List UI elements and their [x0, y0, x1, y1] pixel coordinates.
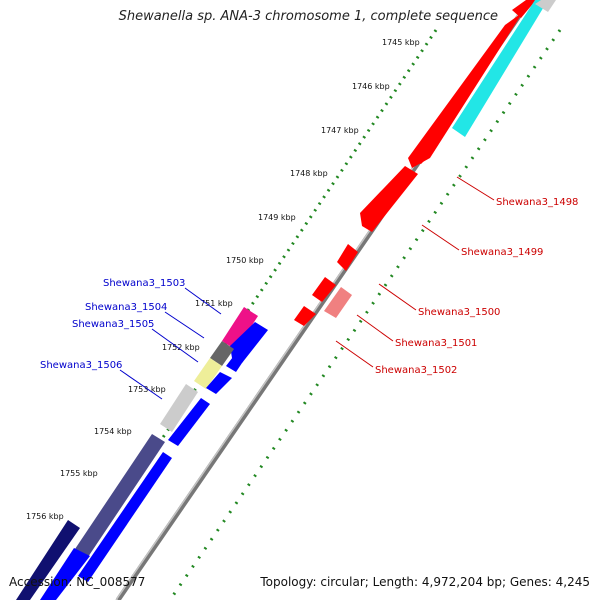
gene-arrow-1498: [410, 142, 435, 164]
tick-label: 1746 kbp: [352, 82, 390, 91]
tick-label: 1756 kbp: [26, 512, 64, 521]
gene-arrow-1504: [230, 322, 268, 363]
gene-arrow-1501: [324, 287, 352, 318]
tick-label: 1752 kbp: [162, 343, 200, 352]
reverse-gene-labels: Shewana3_1503 Shewana3_1504 Shewana3_150…: [40, 278, 222, 400]
map-title: Shewanella sp. ANA-3 chromosome 1, compl…: [118, 9, 498, 24]
gene-label-1498: Shewana3_1498: [496, 197, 578, 208]
tick-label: 1747 kbp: [321, 126, 359, 135]
gene-arrow-top: [512, 0, 536, 18]
dark-gray-feature: [210, 341, 234, 366]
forward-genes: [294, 0, 536, 326]
leader-line: [356, 314, 394, 342]
gene-label-1505: Shewana3_1505: [72, 319, 154, 330]
cyan-feature: [452, 0, 548, 137]
leader-line: [456, 176, 495, 201]
gene-arrow-1506a: [206, 372, 232, 394]
light-gray-feature: [160, 384, 198, 432]
tick-label: 1749 kbp: [258, 213, 296, 222]
slate-feature: [73, 434, 165, 560]
gene-arrow-long: [78, 452, 172, 582]
light-feature-top: [535, 0, 556, 12]
gene-label-1504: Shewana3_1504: [85, 302, 167, 313]
gene-arrow-large: [408, 12, 523, 168]
leader-line: [151, 328, 199, 363]
gene-arrow-1500b: [312, 277, 336, 302]
leader-line: [421, 224, 460, 251]
tick-labels: 1745 kbp 1746 kbp 1747 kbp 1748 kbp 1749…: [26, 38, 420, 521]
tick-label: 1753 kbp: [128, 385, 166, 394]
inner-tick-track: [168, 29, 562, 600]
leader-line: [378, 283, 417, 311]
magenta-feature: [222, 307, 258, 350]
gene-arrow-1500a: [337, 244, 358, 271]
navy-feature: [16, 520, 80, 600]
gene-label-1506: Shewana3_1506: [40, 360, 122, 371]
accession-text: Accession: NC_008577: [9, 575, 146, 589]
tick-label: 1745 kbp: [382, 38, 420, 47]
tick-label: 1750 kbp: [226, 256, 264, 265]
gene-label-1499: Shewana3_1499: [461, 247, 543, 258]
tick-label: 1754 kbp: [94, 427, 132, 436]
leader-line: [164, 311, 205, 339]
leader-line: [335, 340, 374, 368]
tick-label: 1755 kbp: [60, 469, 98, 478]
forward-gene-labels: Shewana3_1498 Shewana3_1499 Shewana3_150…: [335, 176, 578, 376]
leader-line: [119, 369, 163, 400]
gene-arrow-bottom: [40, 548, 90, 600]
gene-label-1500: Shewana3_1500: [418, 307, 500, 318]
topology-info: Topology: circular; Length: 4,972,204 bp…: [260, 575, 590, 589]
tick-label: 1751 kbp: [195, 299, 233, 308]
gene-arrow-1506b: [168, 398, 210, 446]
gene-arrow-1502: [294, 306, 316, 326]
gene-label-1503: Shewana3_1503: [103, 278, 185, 289]
gene-label-1501: Shewana3_1501: [395, 338, 477, 349]
gene-arrow-1499: [360, 166, 418, 232]
gene-arrow-1505: [226, 353, 244, 372]
tick-label: 1748 kbp: [290, 169, 328, 178]
reverse-genes: [16, 307, 268, 600]
gene-label-1502: Shewana3_1502: [375, 365, 457, 376]
yellow-feature: [194, 358, 222, 389]
leader-line: [184, 287, 222, 315]
